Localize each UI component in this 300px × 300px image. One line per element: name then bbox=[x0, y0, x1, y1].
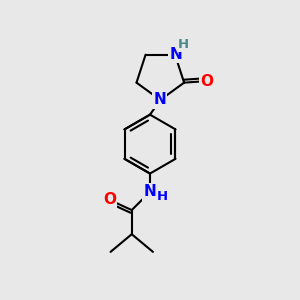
Text: H: H bbox=[178, 38, 189, 51]
Text: N: N bbox=[169, 47, 182, 62]
Text: O: O bbox=[200, 74, 213, 89]
Text: N: N bbox=[153, 92, 166, 107]
Text: H: H bbox=[157, 190, 168, 203]
Text: O: O bbox=[103, 192, 116, 207]
Text: N: N bbox=[144, 184, 156, 199]
